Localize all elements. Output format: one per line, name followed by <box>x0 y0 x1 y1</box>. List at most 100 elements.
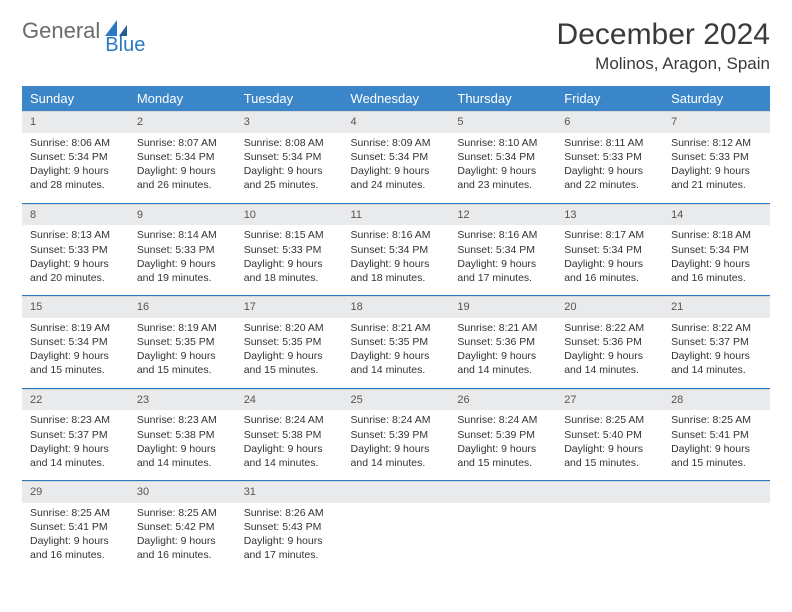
day-number: 13 <box>556 204 663 226</box>
sunset-text: Sunset: 5:34 PM <box>457 243 548 257</box>
day-number: 25 <box>343 389 450 411</box>
sunrise-text: Sunrise: 8:10 AM <box>457 136 548 150</box>
day-number: 12 <box>449 204 556 226</box>
daylight-text: Daylight: 9 hours and 22 minutes. <box>564 164 655 192</box>
calendar-week-row: 15Sunrise: 8:19 AMSunset: 5:34 PMDayligh… <box>22 296 770 389</box>
day-content <box>449 503 556 551</box>
daylight-text: Daylight: 9 hours and 15 minutes. <box>564 442 655 470</box>
day-content: Sunrise: 8:09 AMSunset: 5:34 PMDaylight:… <box>343 133 450 203</box>
calendar-day-cell: 24Sunrise: 8:24 AMSunset: 5:38 PMDayligh… <box>236 388 343 481</box>
sunrise-text: Sunrise: 8:20 AM <box>244 321 335 335</box>
calendar-body: 1Sunrise: 8:06 AMSunset: 5:34 PMDaylight… <box>22 111 770 573</box>
day-number: 17 <box>236 296 343 318</box>
calendar-day-cell <box>663 481 770 573</box>
day-number: 10 <box>236 204 343 226</box>
sunrise-text: Sunrise: 8:23 AM <box>137 413 228 427</box>
daylight-text: Daylight: 9 hours and 21 minutes. <box>671 164 762 192</box>
sunset-text: Sunset: 5:38 PM <box>137 428 228 442</box>
daylight-text: Daylight: 9 hours and 26 minutes. <box>137 164 228 192</box>
calendar-day-cell: 5Sunrise: 8:10 AMSunset: 5:34 PMDaylight… <box>449 111 556 203</box>
sunrise-text: Sunrise: 8:26 AM <box>244 506 335 520</box>
day-content: Sunrise: 8:25 AMSunset: 5:41 PMDaylight:… <box>663 410 770 480</box>
day-content <box>556 503 663 551</box>
daylight-text: Daylight: 9 hours and 16 minutes. <box>671 257 762 285</box>
daylight-text: Daylight: 9 hours and 28 minutes. <box>30 164 121 192</box>
day-number: 11 <box>343 204 450 226</box>
sunrise-text: Sunrise: 8:24 AM <box>351 413 442 427</box>
sunset-text: Sunset: 5:35 PM <box>351 335 442 349</box>
weekday-header: Saturday <box>663 86 770 111</box>
daylight-text: Daylight: 9 hours and 18 minutes. <box>351 257 442 285</box>
daylight-text: Daylight: 9 hours and 15 minutes. <box>457 442 548 470</box>
day-content: Sunrise: 8:16 AMSunset: 5:34 PMDaylight:… <box>343 225 450 295</box>
sunset-text: Sunset: 5:38 PM <box>244 428 335 442</box>
calendar-day-cell: 12Sunrise: 8:16 AMSunset: 5:34 PMDayligh… <box>449 203 556 296</box>
weekday-header: Tuesday <box>236 86 343 111</box>
daylight-text: Daylight: 9 hours and 17 minutes. <box>457 257 548 285</box>
daylight-text: Daylight: 9 hours and 14 minutes. <box>244 442 335 470</box>
calendar-day-cell: 2Sunrise: 8:07 AMSunset: 5:34 PMDaylight… <box>129 111 236 203</box>
daylight-text: Daylight: 9 hours and 15 minutes. <box>30 349 121 377</box>
calendar-day-cell: 6Sunrise: 8:11 AMSunset: 5:33 PMDaylight… <box>556 111 663 203</box>
calendar-day-cell: 19Sunrise: 8:21 AMSunset: 5:36 PMDayligh… <box>449 296 556 389</box>
day-content: Sunrise: 8:15 AMSunset: 5:33 PMDaylight:… <box>236 225 343 295</box>
calendar-day-cell: 4Sunrise: 8:09 AMSunset: 5:34 PMDaylight… <box>343 111 450 203</box>
day-number: 24 <box>236 389 343 411</box>
sunset-text: Sunset: 5:35 PM <box>137 335 228 349</box>
sunrise-text: Sunrise: 8:19 AM <box>30 321 121 335</box>
calendar-header-row: Sunday Monday Tuesday Wednesday Thursday… <box>22 86 770 111</box>
page-header: General Blue December 2024 Molinos, Arag… <box>22 18 770 74</box>
day-content: Sunrise: 8:13 AMSunset: 5:33 PMDaylight:… <box>22 225 129 295</box>
sunset-text: Sunset: 5:34 PM <box>351 243 442 257</box>
day-content: Sunrise: 8:14 AMSunset: 5:33 PMDaylight:… <box>129 225 236 295</box>
day-number: 9 <box>129 204 236 226</box>
day-content: Sunrise: 8:23 AMSunset: 5:37 PMDaylight:… <box>22 410 129 480</box>
daylight-text: Daylight: 9 hours and 15 minutes. <box>137 349 228 377</box>
title-block: December 2024 Molinos, Aragon, Spain <box>557 18 770 74</box>
location-label: Molinos, Aragon, Spain <box>557 54 770 74</box>
sunset-text: Sunset: 5:34 PM <box>137 150 228 164</box>
day-number: 28 <box>663 389 770 411</box>
day-number: 26 <box>449 389 556 411</box>
calendar-day-cell <box>343 481 450 573</box>
calendar-day-cell: 27Sunrise: 8:25 AMSunset: 5:40 PMDayligh… <box>556 388 663 481</box>
sunset-text: Sunset: 5:37 PM <box>30 428 121 442</box>
day-content: Sunrise: 8:22 AMSunset: 5:36 PMDaylight:… <box>556 318 663 388</box>
sunrise-text: Sunrise: 8:11 AM <box>564 136 655 150</box>
weekday-header: Sunday <box>22 86 129 111</box>
sunset-text: Sunset: 5:34 PM <box>457 150 548 164</box>
calendar-day-cell: 29Sunrise: 8:25 AMSunset: 5:41 PMDayligh… <box>22 481 129 573</box>
calendar-day-cell: 14Sunrise: 8:18 AMSunset: 5:34 PMDayligh… <box>663 203 770 296</box>
sunset-text: Sunset: 5:41 PM <box>30 520 121 534</box>
day-number: 15 <box>22 296 129 318</box>
calendar-week-row: 22Sunrise: 8:23 AMSunset: 5:37 PMDayligh… <box>22 388 770 481</box>
sunrise-text: Sunrise: 8:24 AM <box>457 413 548 427</box>
day-content: Sunrise: 8:26 AMSunset: 5:43 PMDaylight:… <box>236 503 343 573</box>
sunset-text: Sunset: 5:35 PM <box>244 335 335 349</box>
sunrise-text: Sunrise: 8:25 AM <box>30 506 121 520</box>
daylight-text: Daylight: 9 hours and 18 minutes. <box>244 257 335 285</box>
calendar-week-row: 1Sunrise: 8:06 AMSunset: 5:34 PMDaylight… <box>22 111 770 203</box>
day-content: Sunrise: 8:24 AMSunset: 5:38 PMDaylight:… <box>236 410 343 480</box>
calendar-day-cell: 26Sunrise: 8:24 AMSunset: 5:39 PMDayligh… <box>449 388 556 481</box>
day-number: 21 <box>663 296 770 318</box>
calendar-day-cell: 1Sunrise: 8:06 AMSunset: 5:34 PMDaylight… <box>22 111 129 203</box>
day-number <box>556 481 663 503</box>
sunset-text: Sunset: 5:34 PM <box>351 150 442 164</box>
day-number: 2 <box>129 111 236 133</box>
day-content <box>663 503 770 551</box>
sunset-text: Sunset: 5:34 PM <box>671 243 762 257</box>
calendar-day-cell: 22Sunrise: 8:23 AMSunset: 5:37 PMDayligh… <box>22 388 129 481</box>
day-content: Sunrise: 8:25 AMSunset: 5:41 PMDaylight:… <box>22 503 129 573</box>
sunset-text: Sunset: 5:36 PM <box>457 335 548 349</box>
sunset-text: Sunset: 5:40 PM <box>564 428 655 442</box>
sunset-text: Sunset: 5:39 PM <box>351 428 442 442</box>
calendar-week-row: 8Sunrise: 8:13 AMSunset: 5:33 PMDaylight… <box>22 203 770 296</box>
calendar-day-cell <box>449 481 556 573</box>
calendar-day-cell: 18Sunrise: 8:21 AMSunset: 5:35 PMDayligh… <box>343 296 450 389</box>
daylight-text: Daylight: 9 hours and 14 minutes. <box>351 349 442 377</box>
daylight-text: Daylight: 9 hours and 16 minutes. <box>30 534 121 562</box>
day-content: Sunrise: 8:24 AMSunset: 5:39 PMDaylight:… <box>449 410 556 480</box>
day-number: 18 <box>343 296 450 318</box>
sunset-text: Sunset: 5:33 PM <box>671 150 762 164</box>
